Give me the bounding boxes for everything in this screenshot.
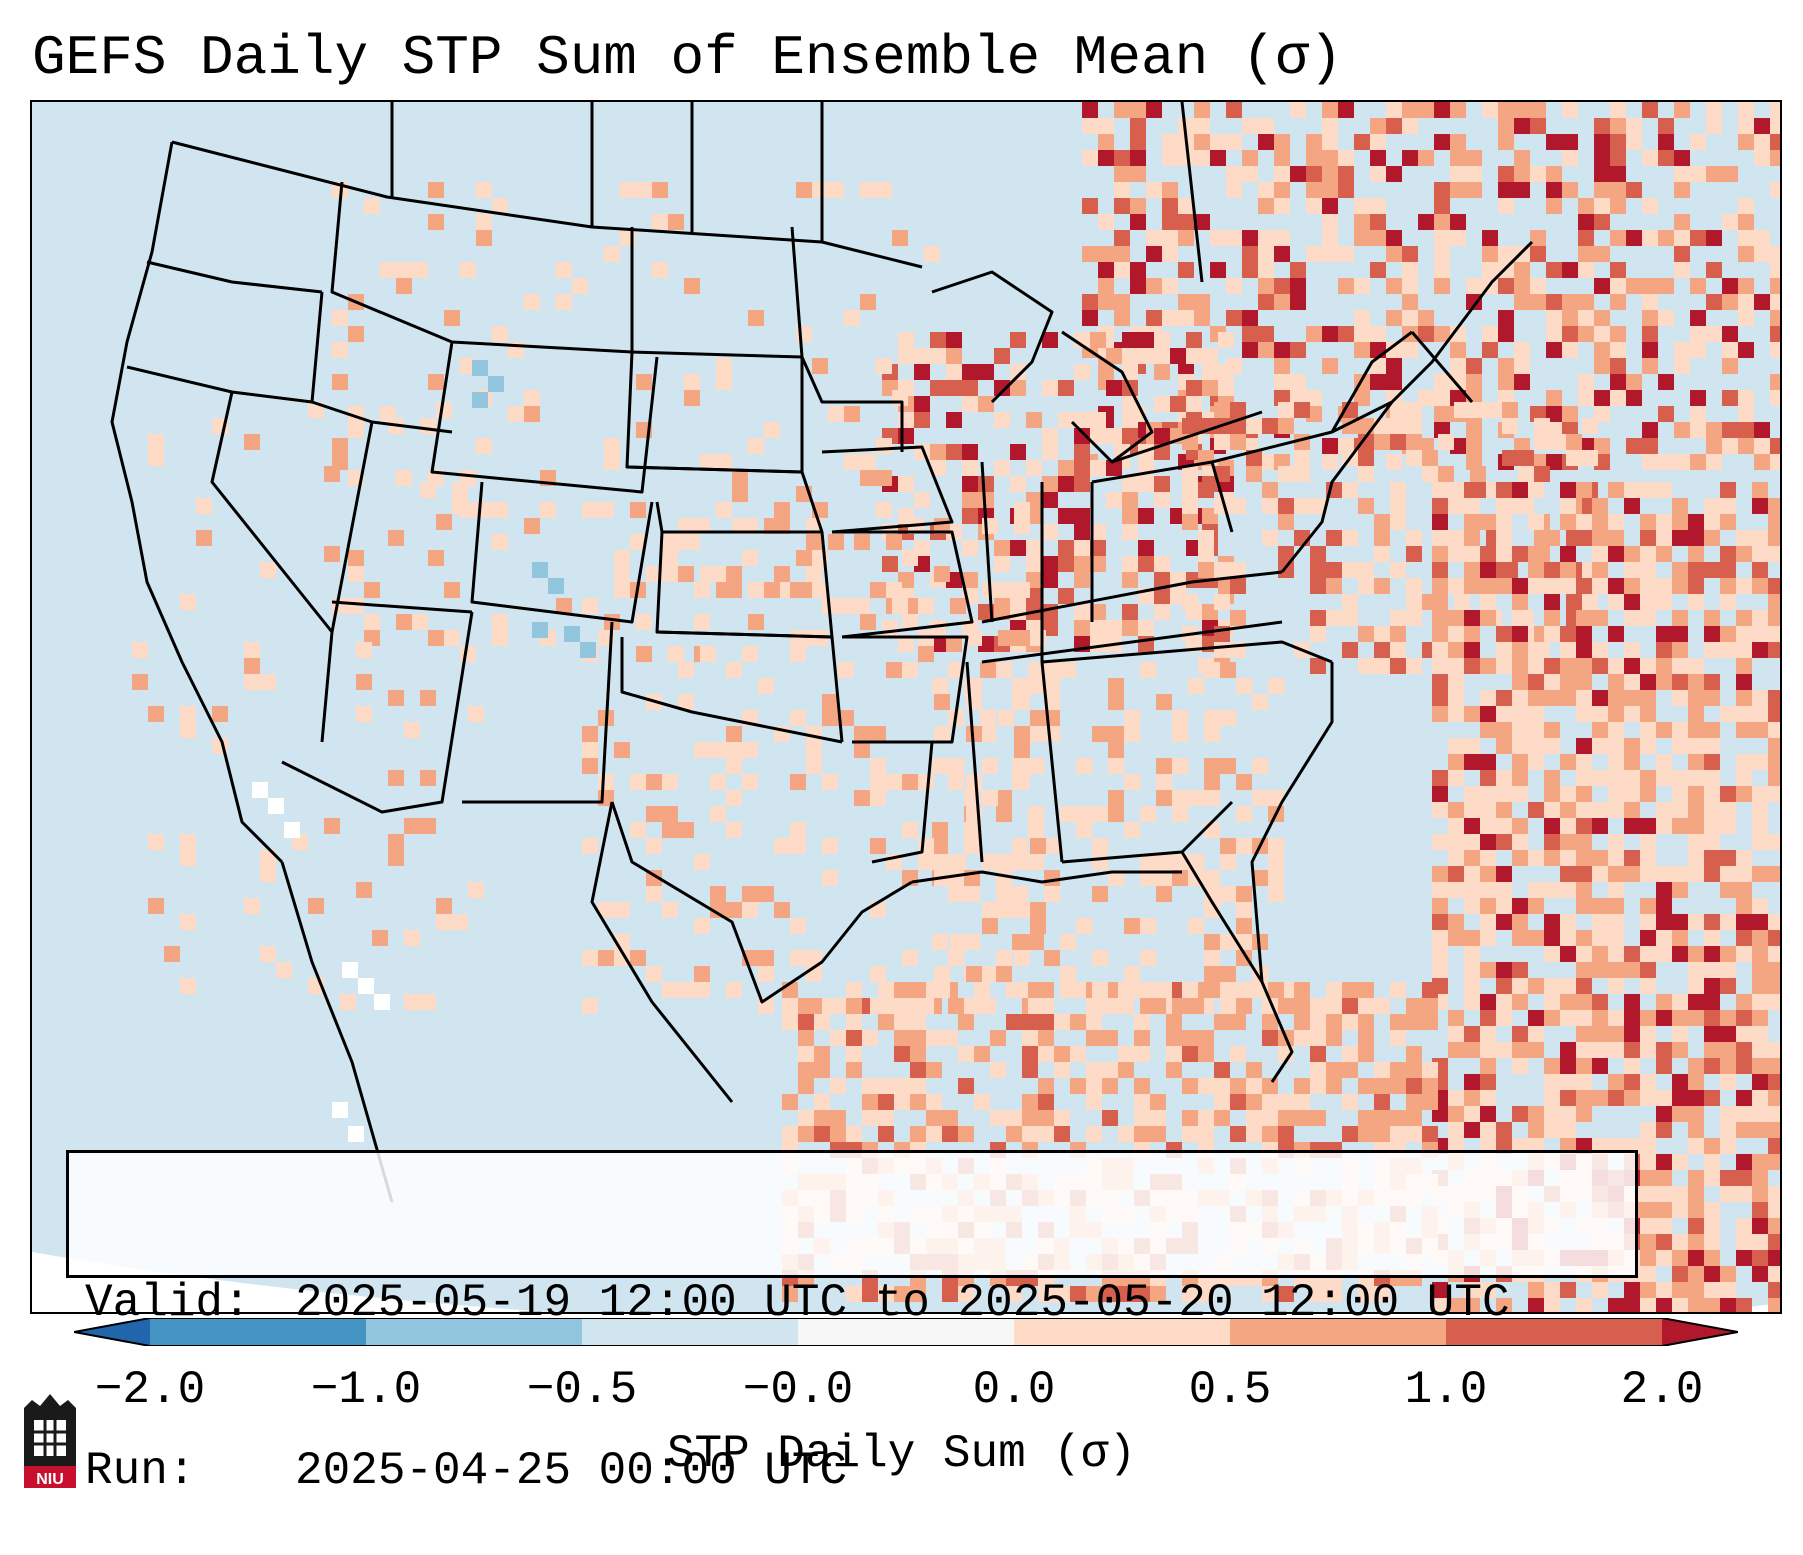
colorbar-tick-label: −1.0 bbox=[310, 1364, 422, 1416]
colorbar-tick-label: 2.0 bbox=[1620, 1364, 1704, 1416]
colorbar-extend-low bbox=[74, 1318, 150, 1346]
colorbar-bin bbox=[1014, 1318, 1230, 1346]
colorbar bbox=[74, 1318, 1738, 1346]
colorbar-bin bbox=[1230, 1318, 1446, 1346]
colorbar-label: STP Daily Sum (σ) bbox=[666, 1428, 1137, 1480]
colorbar-tick-label: 0.0 bbox=[972, 1364, 1056, 1416]
colorbar-tick-label: 0.5 bbox=[1188, 1364, 1272, 1416]
logo-text: NIU bbox=[36, 1471, 64, 1488]
chart-title: GEFS Daily STP Sum of Ensemble Mean (σ) bbox=[32, 26, 1343, 90]
run-value: 2025-04-25 00:00 UTC bbox=[295, 1445, 848, 1497]
colorbar-tick-label: −2.0 bbox=[94, 1364, 206, 1416]
colorbar-bin bbox=[582, 1318, 798, 1346]
colorbar-extend-high bbox=[1662, 1318, 1738, 1346]
colorbar-bin bbox=[366, 1318, 582, 1346]
colorbar-tick-label: −0.0 bbox=[742, 1364, 854, 1416]
valid-run-box: Valid: 2025-05-19 12:00 UTC to 2025-05-20… bbox=[66, 1150, 1638, 1497]
colorbar-bin bbox=[1446, 1318, 1662, 1346]
colorbar-tick-label: −0.5 bbox=[526, 1364, 638, 1416]
run-key: Run: bbox=[85, 1445, 196, 1497]
niu-logo: NIU bbox=[24, 1394, 76, 1488]
map-canvas bbox=[32, 102, 1780, 1312]
map-panel bbox=[30, 100, 1782, 1314]
colorbar-bin bbox=[150, 1318, 366, 1346]
colorbar-tick-label: 1.0 bbox=[1404, 1364, 1488, 1416]
colorbar-bin bbox=[798, 1318, 1014, 1346]
state-borders bbox=[110, 102, 1534, 1203]
